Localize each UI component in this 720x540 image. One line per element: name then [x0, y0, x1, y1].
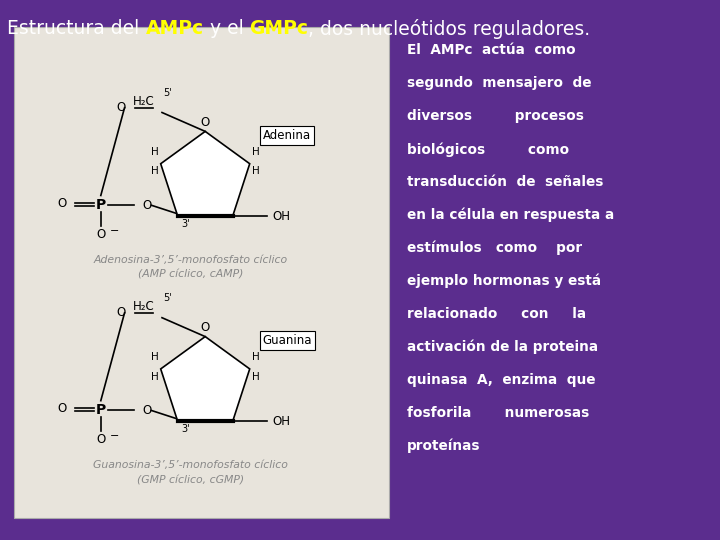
- Text: y el: y el: [204, 19, 249, 38]
- Text: estímulos   como    por: estímulos como por: [407, 241, 582, 255]
- Text: O: O: [117, 101, 126, 114]
- Text: (AMP cíclico, cAMP): (AMP cíclico, cAMP): [138, 270, 243, 280]
- Text: transducción  de  señales: transducción de señales: [407, 175, 603, 189]
- Text: ejemplo hormonas y está: ejemplo hormonas y está: [407, 274, 601, 288]
- Text: , dos nucleótidos reguladores.: , dos nucleótidos reguladores.: [308, 19, 590, 39]
- Text: H: H: [151, 372, 159, 382]
- FancyBboxPatch shape: [14, 27, 389, 518]
- Text: O: O: [143, 404, 152, 417]
- Text: quinasa  A,  enzima  que: quinasa A, enzima que: [407, 373, 595, 387]
- Text: AMPc: AMPc: [145, 19, 204, 38]
- Text: H: H: [151, 147, 159, 157]
- Text: O: O: [57, 402, 66, 415]
- Text: O: O: [117, 306, 126, 319]
- Text: H: H: [251, 147, 259, 157]
- Text: 3': 3': [181, 219, 190, 229]
- Text: (GMP cíclico, cGMP): (GMP cíclico, cGMP): [138, 475, 244, 485]
- Polygon shape: [161, 131, 250, 216]
- Text: OH: OH: [272, 415, 290, 428]
- Text: 5': 5': [163, 293, 172, 303]
- Text: biológicos         como: biológicos como: [407, 142, 569, 157]
- Text: H₂C: H₂C: [133, 300, 155, 313]
- Text: Adenina: Adenina: [263, 129, 311, 142]
- Text: P: P: [96, 198, 106, 212]
- Text: 5': 5': [163, 88, 172, 98]
- Text: Estructura del: Estructura del: [7, 19, 145, 38]
- Text: El  AMPc  actúa  como: El AMPc actúa como: [407, 43, 575, 57]
- Text: O: O: [96, 228, 105, 241]
- Text: en la célula en respuesta a: en la célula en respuesta a: [407, 208, 614, 222]
- Text: O: O: [201, 321, 210, 334]
- Text: H: H: [251, 166, 259, 177]
- Text: −: −: [109, 431, 119, 441]
- Text: OH: OH: [272, 210, 290, 222]
- Text: P: P: [96, 403, 106, 417]
- Text: O: O: [201, 116, 210, 129]
- Text: diversos         procesos: diversos procesos: [407, 109, 584, 123]
- Text: fosforila       numerosas: fosforila numerosas: [407, 406, 589, 420]
- Text: relacionado     con     la: relacionado con la: [407, 307, 586, 321]
- Text: Adenosina-3’,5’-monofosfato cíclico: Adenosina-3’,5’-monofosfato cíclico: [94, 255, 288, 265]
- Text: O: O: [143, 199, 152, 212]
- Text: proteínas: proteínas: [407, 438, 480, 453]
- Text: Guanosina-3’,5’-monofosfato cíclico: Guanosina-3’,5’-monofosfato cíclico: [94, 460, 288, 470]
- Text: 3': 3': [181, 424, 190, 434]
- Text: H: H: [151, 166, 159, 177]
- Polygon shape: [161, 336, 250, 421]
- Text: −: −: [109, 226, 119, 236]
- Text: H: H: [251, 353, 259, 362]
- Text: H: H: [251, 372, 259, 382]
- Text: O: O: [96, 433, 105, 446]
- Text: O: O: [57, 197, 66, 210]
- Text: Guanina: Guanina: [263, 334, 312, 347]
- Text: H₂C: H₂C: [133, 94, 155, 107]
- Text: H: H: [151, 353, 159, 362]
- Text: GMPc: GMPc: [249, 19, 308, 38]
- Text: activación de la proteina: activación de la proteina: [407, 340, 598, 354]
- Text: segundo  mensajero  de: segundo mensajero de: [407, 76, 591, 90]
